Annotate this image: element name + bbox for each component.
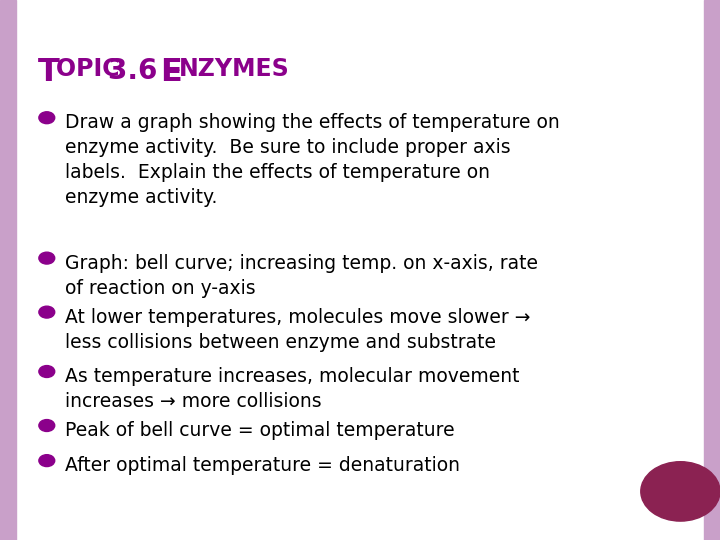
Circle shape	[39, 112, 55, 124]
Circle shape	[641, 462, 720, 521]
Text: OPIC: OPIC	[56, 57, 128, 80]
Text: At lower temperatures, molecules move slower →
less collisions between enzyme an: At lower temperatures, molecules move sl…	[65, 308, 531, 352]
Text: As temperature increases, molecular movement
increases → more collisions: As temperature increases, molecular move…	[65, 367, 519, 411]
Text: NZYMES: NZYMES	[179, 57, 289, 80]
Text: 3.6 –: 3.6 –	[108, 57, 181, 85]
Circle shape	[39, 420, 55, 431]
Circle shape	[39, 366, 55, 377]
Text: E: E	[160, 57, 181, 87]
Text: Draw a graph showing the effects of temperature on
enzyme activity.  Be sure to : Draw a graph showing the effects of temp…	[65, 113, 559, 207]
Text: After optimal temperature = denaturation: After optimal temperature = denaturation	[65, 456, 460, 475]
Text: Graph: bell curve; increasing temp. on x-axis, rate
of reaction on y-axis: Graph: bell curve; increasing temp. on x…	[65, 254, 538, 298]
Text: T: T	[37, 57, 59, 87]
Bar	[704, 0, 720, 540]
Text: Peak of bell curve = optimal temperature: Peak of bell curve = optimal temperature	[65, 421, 454, 440]
Bar	[0, 0, 16, 540]
Circle shape	[39, 455, 55, 467]
Circle shape	[39, 306, 55, 318]
Circle shape	[39, 252, 55, 264]
